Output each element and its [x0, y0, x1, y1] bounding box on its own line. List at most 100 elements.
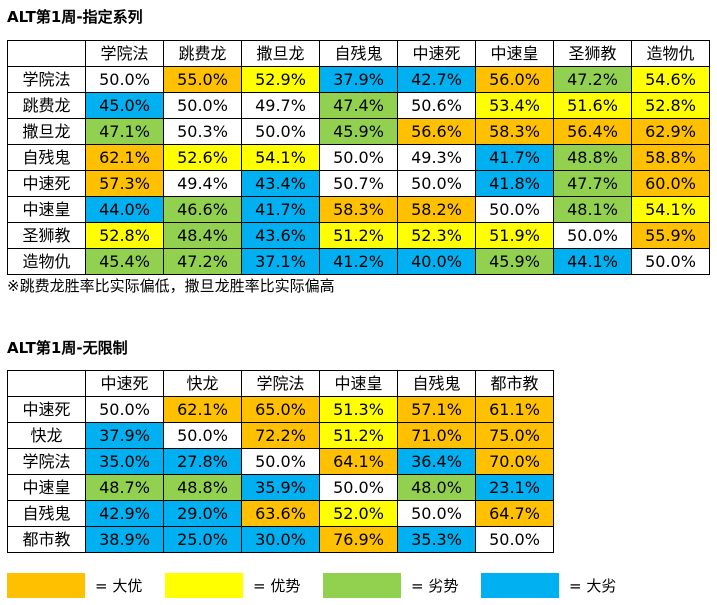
row-header: 圣狮教 — [7, 222, 86, 249]
column-header: 跳费龙 — [163, 40, 242, 67]
winrate-cell: 65.0% — [241, 396, 320, 423]
winrate-cell: 58.3% — [475, 118, 554, 145]
winrate-cell: 53.4% — [475, 92, 554, 119]
winrate-cell: 50.0% — [319, 474, 398, 501]
row-header: 快龙 — [7, 422, 86, 449]
table-row: 都市教 38.9% 25.0% 30.0% 76.9% 35.3% 50.0% — [7, 526, 554, 553]
row-header: 中速死 — [7, 396, 86, 423]
winrate-cell: 54.1% — [241, 144, 320, 171]
row-header: 学院法 — [7, 448, 86, 475]
winrate-cell: 52.9% — [241, 66, 320, 93]
row-header: 撒旦龙 — [7, 118, 86, 145]
corner-cell — [7, 40, 86, 67]
winrate-cell: 45.0% — [85, 92, 164, 119]
winrate-cell: 43.6% — [241, 222, 320, 249]
winrate-cell: 48.7% — [85, 474, 164, 501]
winrate-cell: 40.0% — [397, 248, 476, 275]
winrate-cell: 47.7% — [553, 170, 632, 197]
winrate-cell: 49.4% — [163, 170, 242, 197]
winrate-cell: 50.0% — [85, 396, 164, 423]
winrate-cell: 54.1% — [631, 196, 710, 223]
winrate-cell: 54.6% — [631, 66, 710, 93]
table1-note: ※跳费龙胜率比实际偏低，撒旦龙胜率比实际偏高 — [7, 277, 335, 295]
winrate-cell: 51.3% — [319, 396, 398, 423]
winrate-cell: 50.6% — [397, 92, 476, 119]
row-header: 造物仇 — [7, 248, 86, 275]
table-row: 跳费龙 45.0% 50.0% 49.7% 47.4% 50.6% 53.4% 51.6% 52… — [7, 92, 710, 119]
winrate-cell: 46.6% — [163, 196, 242, 223]
column-header: 中速皇 — [475, 40, 554, 67]
winrate-cell: 43.4% — [241, 170, 320, 197]
winrate-cell: 47.1% — [85, 118, 164, 145]
winrate-cell: 37.1% — [241, 248, 320, 275]
row-header: 都市教 — [7, 526, 86, 553]
winrate-cell: 50.0% — [85, 66, 164, 93]
column-header: 圣狮教 — [553, 40, 632, 67]
table-row: 中速皇 48.7% 48.8% 35.9% 50.0% 48.0% 23.1% — [7, 474, 554, 501]
column-header: 学院法 — [85, 40, 164, 67]
column-header: 中速死 — [85, 370, 164, 397]
row-header: 自残鬼 — [7, 144, 86, 171]
winrate-cell: 48.4% — [163, 222, 242, 249]
column-header: 造物仇 — [631, 40, 710, 67]
winrate-cell: 25.0% — [163, 526, 242, 553]
winrate-cell: 60.0% — [631, 170, 710, 197]
winrate-cell: 52.3% — [397, 222, 476, 249]
winrate-cell: 45.9% — [475, 248, 554, 275]
table1-title: ALT第1周-指定系列 — [7, 8, 143, 26]
column-header: 撒旦龙 — [241, 40, 320, 67]
winrate-cell: 35.3% — [397, 526, 476, 553]
winrate-cell: 27.8% — [163, 448, 242, 475]
table-row: 中速死 50.0% 62.1% 65.0% 51.3% 57.1% 61.1% — [7, 396, 554, 423]
table-row: 快龙 37.9% 50.0% 72.2% 51.2% 71.0% 75.0% — [7, 422, 554, 449]
winrate-cell: 56.4% — [553, 118, 632, 145]
winrate-cell: 48.8% — [163, 474, 242, 501]
row-header: 跳费龙 — [7, 92, 86, 119]
winrate-cell: 45.4% — [85, 248, 164, 275]
winrate-cell: 50.0% — [241, 448, 320, 475]
corner-cell — [7, 370, 86, 397]
winrate-cell: 52.6% — [163, 144, 242, 171]
column-header: 都市教 — [475, 370, 554, 397]
winrate-cell: 56.6% — [397, 118, 476, 145]
table2-title: ALT第1周-无限制 — [7, 339, 128, 357]
winrate-cell: 50.0% — [475, 526, 554, 553]
winrate-cell: 56.0% — [475, 66, 554, 93]
winrate-cell: 41.7% — [241, 196, 320, 223]
winrate-cell: 58.8% — [631, 144, 710, 171]
row-header: 中速皇 — [7, 474, 86, 501]
winrate-cell: 71.0% — [397, 422, 476, 449]
winrate-cell: 57.3% — [85, 170, 164, 197]
table-row: 学院法 50.0% 55.0% 52.9% 37.9% 42.7% 56.0% 47.2% 54… — [7, 66, 710, 93]
row-header: 自残鬼 — [7, 500, 86, 527]
winrate-cell: 62.1% — [85, 144, 164, 171]
winrate-cell: 44.0% — [85, 196, 164, 223]
winrate-cell: 23.1% — [475, 474, 554, 501]
row-header: 中速死 — [7, 170, 86, 197]
winrate-cell: 50.7% — [319, 170, 398, 197]
winrate-cell: 36.4% — [397, 448, 476, 475]
winrate-cell: 29.0% — [163, 500, 242, 527]
table-row: 自残鬼 62.1% 52.6% 54.1% 50.0% 49.3% 41.7% 48.8% 58… — [7, 144, 710, 171]
row-header: 学院法 — [7, 66, 86, 93]
table-row: 中速皇 44.0% 46.6% 41.7% 58.3% 58.2% 50.0% 48.1% 54… — [7, 196, 710, 223]
winrate-cell: 50.0% — [475, 196, 554, 223]
winrate-cell: 51.2% — [319, 222, 398, 249]
winrate-cell: 35.0% — [85, 448, 164, 475]
table-row: 撒旦龙 47.1% 50.3% 50.0% 45.9% 56.6% 58.3% 56.4% 62… — [7, 118, 710, 145]
legend-label: = 大优 — [95, 576, 143, 595]
table-row: 圣狮教 52.8% 48.4% 43.6% 51.2% 52.3% 51.9% 50.0% 55… — [7, 222, 710, 249]
header-row: 中速死 快龙 学院法 中速皇 自残鬼 都市教 — [7, 370, 554, 397]
column-header: 快龙 — [163, 370, 242, 397]
winrate-cell: 48.0% — [397, 474, 476, 501]
winrate-cell: 50.0% — [319, 144, 398, 171]
winrate-cell: 51.6% — [553, 92, 632, 119]
winrate-cell: 37.9% — [319, 66, 398, 93]
winrate-cell: 64.7% — [475, 500, 554, 527]
winrate-cell: 41.8% — [475, 170, 554, 197]
column-header: 中速皇 — [319, 370, 398, 397]
winrate-cell: 57.1% — [397, 396, 476, 423]
winrate-cell: 50.0% — [163, 92, 242, 119]
winrate-cell: 50.0% — [397, 170, 476, 197]
column-header: 自残鬼 — [319, 40, 398, 67]
